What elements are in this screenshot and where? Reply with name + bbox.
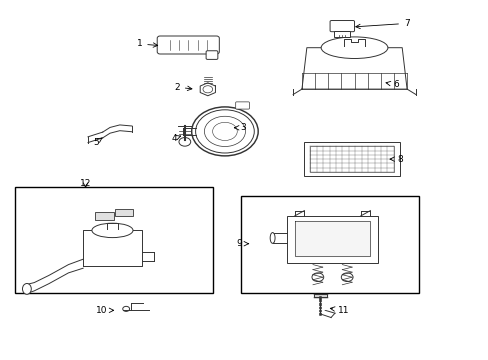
FancyBboxPatch shape [15,187,212,293]
Ellipse shape [92,223,133,238]
Ellipse shape [321,37,387,58]
Text: 8: 8 [389,154,402,163]
Polygon shape [294,221,370,256]
Polygon shape [83,230,142,266]
Text: 5: 5 [93,138,102,147]
Circle shape [195,110,254,153]
Text: 10: 10 [95,306,113,315]
Text: 2: 2 [174,83,191,91]
Text: 11: 11 [330,306,349,315]
Ellipse shape [22,284,31,294]
FancyBboxPatch shape [329,21,354,32]
Text: 3: 3 [234,123,246,132]
Ellipse shape [269,233,274,243]
Text: 4: 4 [171,134,180,143]
Text: 12: 12 [80,179,91,188]
Text: 7: 7 [355,19,409,29]
FancyBboxPatch shape [95,212,114,220]
FancyBboxPatch shape [304,142,399,176]
FancyBboxPatch shape [205,51,218,59]
FancyBboxPatch shape [157,36,219,54]
Text: 6: 6 [385,80,398,89]
Text: 9: 9 [236,239,248,248]
Polygon shape [301,48,406,89]
Polygon shape [200,83,215,96]
FancyBboxPatch shape [309,146,393,172]
FancyBboxPatch shape [115,209,133,216]
FancyBboxPatch shape [240,196,418,293]
FancyBboxPatch shape [287,216,377,263]
FancyBboxPatch shape [334,31,349,37]
Text: 1: 1 [136,40,157,49]
FancyBboxPatch shape [235,102,249,109]
